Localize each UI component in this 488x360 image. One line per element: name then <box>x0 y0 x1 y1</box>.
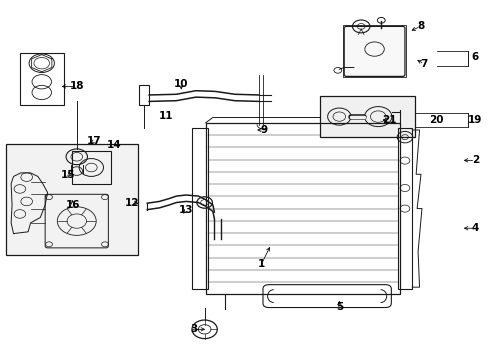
Bar <box>72 152 111 184</box>
Text: 2: 2 <box>471 156 478 165</box>
Text: 13: 13 <box>179 205 193 215</box>
Text: 9: 9 <box>260 125 267 135</box>
Text: 8: 8 <box>416 21 423 31</box>
Text: 10: 10 <box>174 78 188 89</box>
Text: 17: 17 <box>86 136 101 147</box>
Text: 3: 3 <box>189 324 197 334</box>
Text: 4: 4 <box>471 223 478 233</box>
Text: 6: 6 <box>471 52 478 62</box>
FancyBboxPatch shape <box>344 26 404 76</box>
Text: 14: 14 <box>107 140 121 150</box>
Text: 20: 20 <box>428 115 443 125</box>
Text: 15: 15 <box>61 170 76 180</box>
Text: 11: 11 <box>158 111 173 121</box>
Text: 21: 21 <box>381 115 396 125</box>
Text: 18: 18 <box>69 81 84 91</box>
Bar <box>397 128 411 289</box>
Text: 7: 7 <box>420 59 427 69</box>
Bar <box>342 25 406 77</box>
Text: 16: 16 <box>66 200 81 210</box>
Text: 12: 12 <box>124 198 139 208</box>
Bar <box>205 123 399 294</box>
Bar <box>20 53 63 105</box>
Text: 5: 5 <box>335 302 342 312</box>
Text: 19: 19 <box>468 115 482 125</box>
Bar <box>6 144 137 255</box>
Bar <box>138 85 149 105</box>
Bar <box>192 128 207 289</box>
Text: 1: 1 <box>257 259 264 269</box>
Bar <box>319 96 414 137</box>
